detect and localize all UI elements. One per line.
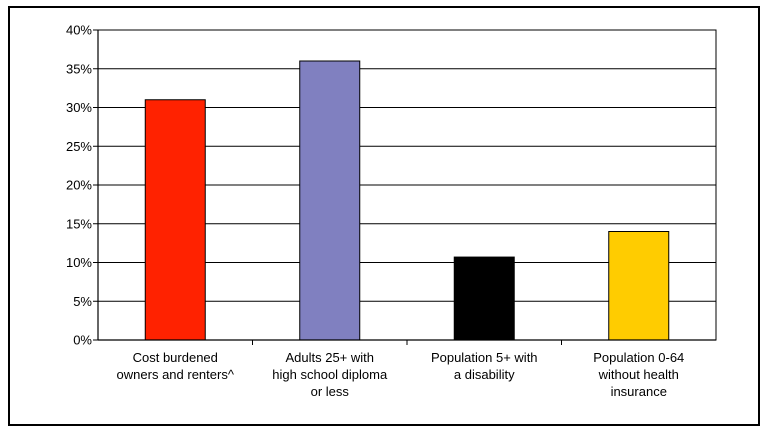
bar-chart: 0% 5% 10% 15% 20% 25% 30% 35% 40% Cost burdened o… — [0, 0, 772, 414]
x-axis-categories: Cost burdened owners and renters^ Adults 2… — [117, 350, 685, 399]
category-label-line: or less — [311, 384, 350, 399]
category-label-line: Cost burdened — [133, 350, 218, 365]
category-label-line: without health — [598, 367, 679, 382]
bar — [609, 232, 669, 341]
y-tick-label: 15% — [66, 216, 92, 231]
y-tick-label: 5% — [73, 294, 92, 309]
y-tick-label: 25% — [66, 139, 92, 154]
y-tick-label: 0% — [73, 333, 92, 348]
category-label: Cost burdened owners and renters^ — [117, 350, 235, 382]
category-label-line: high school diploma — [272, 367, 388, 382]
category-label-line: Population 5+ with — [431, 350, 538, 365]
y-tick-label: 35% — [66, 61, 92, 76]
y-tick-label: 30% — [66, 100, 92, 115]
category-label: Population 0-64 without health insurance — [593, 350, 684, 399]
category-label-line: insurance — [611, 384, 667, 399]
category-label: Population 5+ with a disability — [431, 350, 538, 382]
y-tick-label: 20% — [66, 178, 92, 193]
category-label-line: owners and renters^ — [117, 367, 235, 382]
category-label-line: Adults 25+ with — [285, 350, 374, 365]
category-label-line: Population 0-64 — [593, 350, 684, 365]
y-tick-label: 40% — [66, 23, 92, 38]
y-axis-ticks: 0% 5% 10% 15% 20% 25% 30% 35% 40% — [66, 23, 98, 348]
bar — [145, 100, 205, 340]
y-tick-label: 10% — [66, 255, 92, 270]
bar — [454, 257, 514, 340]
bars — [145, 61, 669, 340]
bar — [300, 61, 360, 340]
category-label: Adults 25+ with high school diploma or les… — [272, 350, 388, 399]
category-label-line: a disability — [454, 367, 515, 382]
